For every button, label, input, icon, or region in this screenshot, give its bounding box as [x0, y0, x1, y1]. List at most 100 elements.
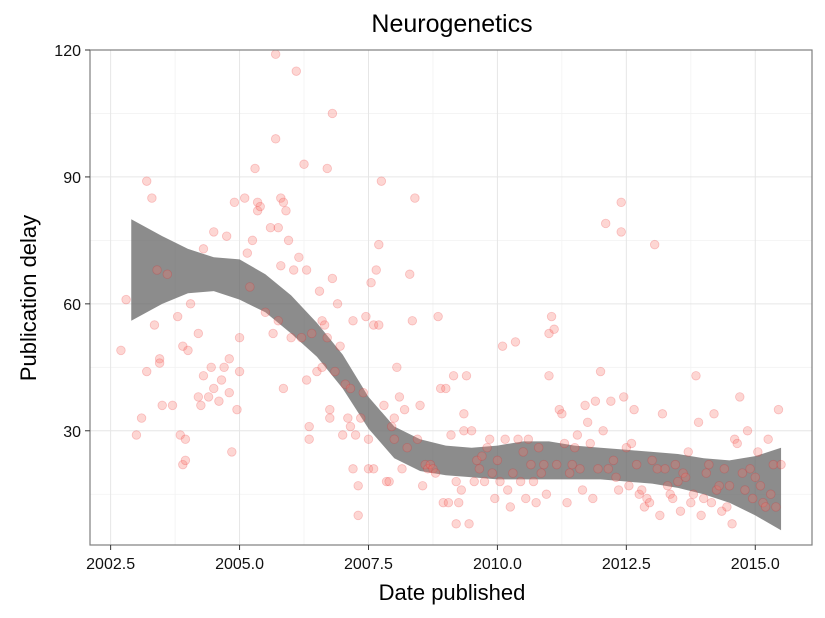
data-point: [278, 197, 289, 208]
data-point: [374, 320, 384, 330]
data-point: [245, 282, 255, 292]
data-point: [518, 447, 528, 457]
data-point: [392, 362, 402, 373]
x-tick-label: 2007.5: [344, 556, 393, 573]
data-point: [735, 392, 745, 402]
data-point: [216, 375, 227, 385]
data-point: [327, 108, 338, 119]
x-tick-label: 2012.5: [602, 556, 651, 573]
data-point: [330, 366, 340, 377]
data-point: [152, 265, 162, 275]
data-point: [270, 49, 281, 59]
data-point: [595, 366, 606, 377]
data-point: [740, 485, 750, 495]
data-point: [441, 383, 451, 394]
data-point: [603, 464, 613, 474]
data-point: [276, 193, 286, 203]
data-point: [724, 481, 735, 491]
data-point: [500, 434, 510, 444]
data-point: [629, 404, 639, 415]
y-tick-label: 30: [63, 424, 81, 441]
data-point: [753, 447, 763, 457]
data-point: [513, 434, 523, 444]
data-point: [541, 489, 552, 499]
data-point: [268, 328, 278, 339]
data-point: [343, 413, 353, 423]
data-point: [325, 404, 335, 415]
data-point: [420, 459, 430, 470]
data-point: [196, 400, 206, 411]
data-point: [206, 362, 216, 373]
data-point: [564, 468, 575, 478]
data-point: [296, 332, 307, 343]
data-point: [729, 434, 740, 444]
data-point: [539, 459, 549, 470]
data-point: [255, 201, 265, 212]
y-tick-label: 90: [63, 170, 81, 187]
data-point: [572, 430, 583, 440]
data-point: [668, 493, 678, 504]
data-point: [567, 459, 577, 470]
x-tick-label: 2002.5: [86, 556, 135, 573]
data-point: [559, 438, 570, 449]
data-point: [479, 476, 490, 487]
data-point: [209, 227, 219, 237]
data-point: [490, 493, 500, 504]
data-point: [446, 430, 456, 440]
y-axis: 30 60 90 120: [54, 43, 90, 441]
data-point: [338, 430, 348, 440]
data-point: [536, 468, 546, 478]
data-point: [389, 413, 399, 423]
data-point: [758, 497, 768, 508]
x-tick-label: 2005.0: [215, 556, 264, 573]
data-point: [332, 299, 343, 309]
data-point: [193, 328, 204, 339]
data-point: [425, 459, 436, 470]
data-point: [580, 400, 590, 411]
data-point: [693, 417, 704, 428]
data-point: [149, 320, 160, 330]
data-point: [294, 252, 304, 263]
data-point: [459, 426, 469, 436]
data-point: [203, 392, 214, 402]
data-point: [461, 371, 472, 381]
data-point: [394, 392, 405, 402]
data-point: [178, 341, 188, 351]
data-point: [585, 438, 595, 449]
data-point: [180, 455, 191, 466]
data-point: [719, 464, 730, 474]
data-point: [714, 481, 724, 491]
data-point: [350, 430, 361, 440]
data-point: [276, 261, 286, 271]
data-point: [412, 434, 423, 444]
data-point: [405, 269, 415, 279]
data-point: [273, 222, 283, 233]
data-point: [737, 468, 748, 478]
data-point: [644, 497, 655, 508]
data-point: [611, 472, 621, 483]
data-point: [250, 163, 260, 174]
data-point: [376, 176, 387, 186]
data-point: [487, 468, 497, 478]
data-point: [637, 485, 647, 495]
data-point: [660, 464, 670, 474]
data-point: [397, 464, 407, 474]
data-point: [185, 299, 196, 309]
data-point: [678, 468, 688, 478]
data-point: [699, 493, 709, 504]
data-point: [466, 426, 477, 436]
data-point: [234, 332, 245, 343]
data-point: [763, 434, 773, 444]
data-point: [696, 510, 706, 521]
x-tick-label: 2015.0: [731, 556, 780, 573]
data-point: [386, 421, 397, 432]
data-point: [601, 218, 611, 229]
x-tick-label: 2010.0: [473, 556, 522, 573]
data-point: [178, 459, 188, 470]
data-point: [570, 442, 580, 453]
data-point: [577, 485, 588, 495]
chart-title: Neurogenetics: [371, 10, 532, 38]
data-point: [399, 404, 410, 415]
data-point: [224, 354, 234, 364]
